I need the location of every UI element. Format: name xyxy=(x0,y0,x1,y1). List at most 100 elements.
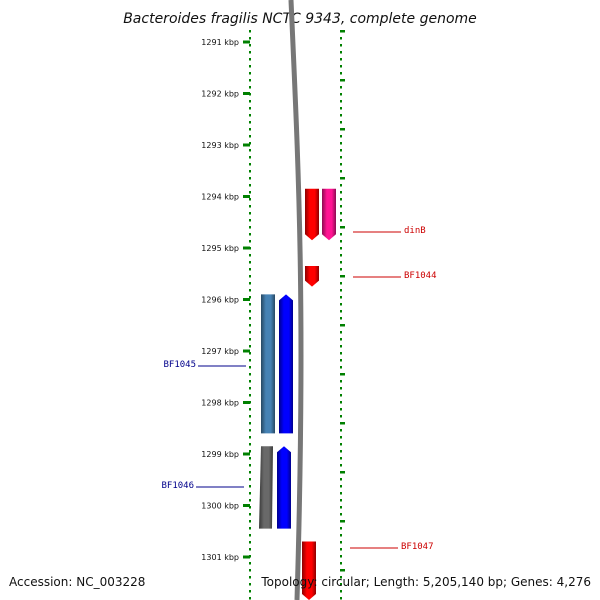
right-ruler-dot xyxy=(340,492,342,495)
right-ruler-dot xyxy=(340,310,342,313)
left-ruler-dot xyxy=(249,380,251,383)
left-ruler-dot xyxy=(249,387,251,390)
right-ruler-dot xyxy=(340,415,342,418)
gene-feature-bf1047[interactable] xyxy=(302,541,316,600)
right-ruler-dot xyxy=(340,541,342,544)
kbp-tick-label: 1291 kbp xyxy=(201,38,239,47)
left-ruler-dot xyxy=(249,219,251,222)
left-ruler-dot xyxy=(249,359,251,362)
feature-callouts: dinB BF1044 BF1045 BF1046 BF1047 xyxy=(161,226,436,552)
left-ruler-dot xyxy=(249,261,251,264)
left-ruler-dot xyxy=(249,275,251,278)
right-ruler-dot xyxy=(340,65,342,68)
left-ruler-dot xyxy=(249,450,251,453)
left-ruler-dot xyxy=(249,408,251,411)
map-title: Bacteroides fragilis NCTC 9343, complete… xyxy=(123,11,477,27)
kbp-tick xyxy=(243,246,250,250)
gene-label-bf1046[interactable]: BF1046 xyxy=(161,481,194,491)
kbp-tick xyxy=(243,555,250,559)
gene-feature-bf1046[interactable] xyxy=(277,446,291,529)
left-ruler-dot xyxy=(249,499,251,502)
left-ruler-dot xyxy=(249,198,251,201)
right-ruler-dot xyxy=(340,597,342,600)
kbp-tick-label: 1300 kbp xyxy=(201,502,239,511)
right-ruler-dot xyxy=(340,51,342,54)
gene-label-bf1047[interactable]: BF1047 xyxy=(401,542,434,552)
right-ruler-dot xyxy=(340,184,342,187)
right-ruler-dot xyxy=(340,100,342,103)
left-ruler-dot xyxy=(249,289,251,292)
right-ruler-dot xyxy=(340,457,342,460)
left-ruler-dot xyxy=(249,212,251,215)
kbp-tick xyxy=(243,298,250,301)
left-ruler-dot xyxy=(249,128,251,131)
gene-feature-bf1044[interactable] xyxy=(305,266,319,287)
right-ruler-dot xyxy=(340,534,342,537)
right-ruler-dot xyxy=(340,506,342,509)
right-ruler-dot xyxy=(340,485,342,488)
left-ruler-dot xyxy=(249,170,251,173)
gene-feature-bf1045[interactable] xyxy=(279,294,293,434)
right-ruler-dot xyxy=(340,548,342,551)
kbp-tick-label: 1296 kbp xyxy=(201,296,239,305)
right-ruler-dot xyxy=(340,37,342,40)
gene-label-dinb[interactable]: dinB xyxy=(404,226,426,236)
left-ruler-dot xyxy=(249,436,251,439)
kbp-tick-label: 1292 kbp xyxy=(201,90,239,99)
left-ruler-dot xyxy=(249,576,251,579)
left-ruler-dot xyxy=(249,492,251,495)
gene-feature-bf1046-pseudo[interactable] xyxy=(259,446,273,529)
right-ruler-dot xyxy=(340,324,345,327)
left-ruler-dot xyxy=(249,296,251,299)
right-ruler-dot xyxy=(340,30,345,33)
left-ruler-dot xyxy=(249,478,251,481)
left-ruler-dot xyxy=(249,79,251,82)
topology-label: Topology: circular; Length: 5,205,140 bp… xyxy=(260,575,591,589)
left-ruler-dot xyxy=(249,443,251,446)
right-ruler-dot xyxy=(340,359,342,362)
left-ruler-dot xyxy=(249,520,251,523)
right-ruler-dot xyxy=(340,275,345,278)
left-ruler-dot xyxy=(249,590,251,593)
left-ruler-dot xyxy=(249,317,251,320)
right-ruler-dot xyxy=(340,471,345,474)
kbp-tick-label: 1295 kbp xyxy=(201,244,239,253)
gene-label-bf1045[interactable]: BF1045 xyxy=(163,360,196,370)
left-ruler-dot xyxy=(249,191,251,194)
kbp-tick xyxy=(243,504,250,507)
right-ruler-dot xyxy=(340,142,342,145)
gene-feature-bf1045-cds[interactable] xyxy=(261,294,275,434)
right-ruler-dot xyxy=(340,247,342,250)
right-ruler-dot xyxy=(340,261,342,264)
left-ruler-dot xyxy=(249,184,251,187)
right-ruler-dot xyxy=(340,478,342,481)
gene-feature-dinb-pink[interactable] xyxy=(322,188,336,241)
kbp-tick xyxy=(243,195,250,198)
right-ruler-dot xyxy=(340,282,342,285)
right-ruler-dot xyxy=(340,380,342,383)
left-ruler-dot xyxy=(249,37,251,40)
kbp-tick xyxy=(243,40,250,44)
right-ruler-dot xyxy=(340,422,345,425)
kbp-tick-label: 1301 kbp xyxy=(201,553,239,562)
left-ruler-dot xyxy=(249,163,251,166)
right-ruler-dot xyxy=(340,107,342,110)
gene-label-bf1044[interactable]: BF1044 xyxy=(404,271,437,281)
left-ruler-dot xyxy=(249,338,251,341)
gene-feature-dinb[interactable] xyxy=(305,188,319,241)
right-ruler-dot xyxy=(340,79,345,82)
right-ruler-dot xyxy=(340,576,342,579)
right-ruler-dot xyxy=(340,254,342,257)
right-ruler-dot xyxy=(340,590,342,593)
right-ruler-dot xyxy=(340,177,345,180)
left-ruler-dot xyxy=(249,114,251,117)
right-ruler-dot xyxy=(340,163,342,166)
left-ruler-dot xyxy=(249,527,251,530)
left-ruler-dot xyxy=(249,72,251,75)
left-ruler-dot xyxy=(249,422,251,425)
left-ruler-dot xyxy=(249,121,251,124)
right-ruler-dot xyxy=(340,331,342,334)
right-ruler-dot xyxy=(340,86,342,89)
left-ruler-dot xyxy=(249,65,251,68)
